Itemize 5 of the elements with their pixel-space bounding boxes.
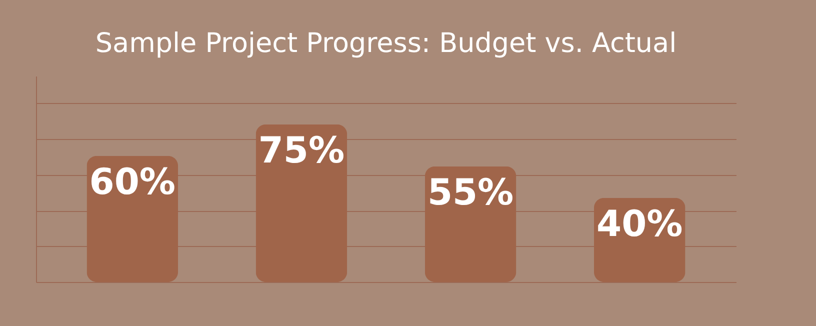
data-label: 55%: [427, 172, 514, 214]
data-label: 75%: [258, 130, 345, 172]
chart-title: Sample Project Progress: Budget vs. Actual: [95, 28, 677, 59]
data-label: 60%: [89, 162, 176, 203]
data-label: 40%: [596, 204, 683, 245]
